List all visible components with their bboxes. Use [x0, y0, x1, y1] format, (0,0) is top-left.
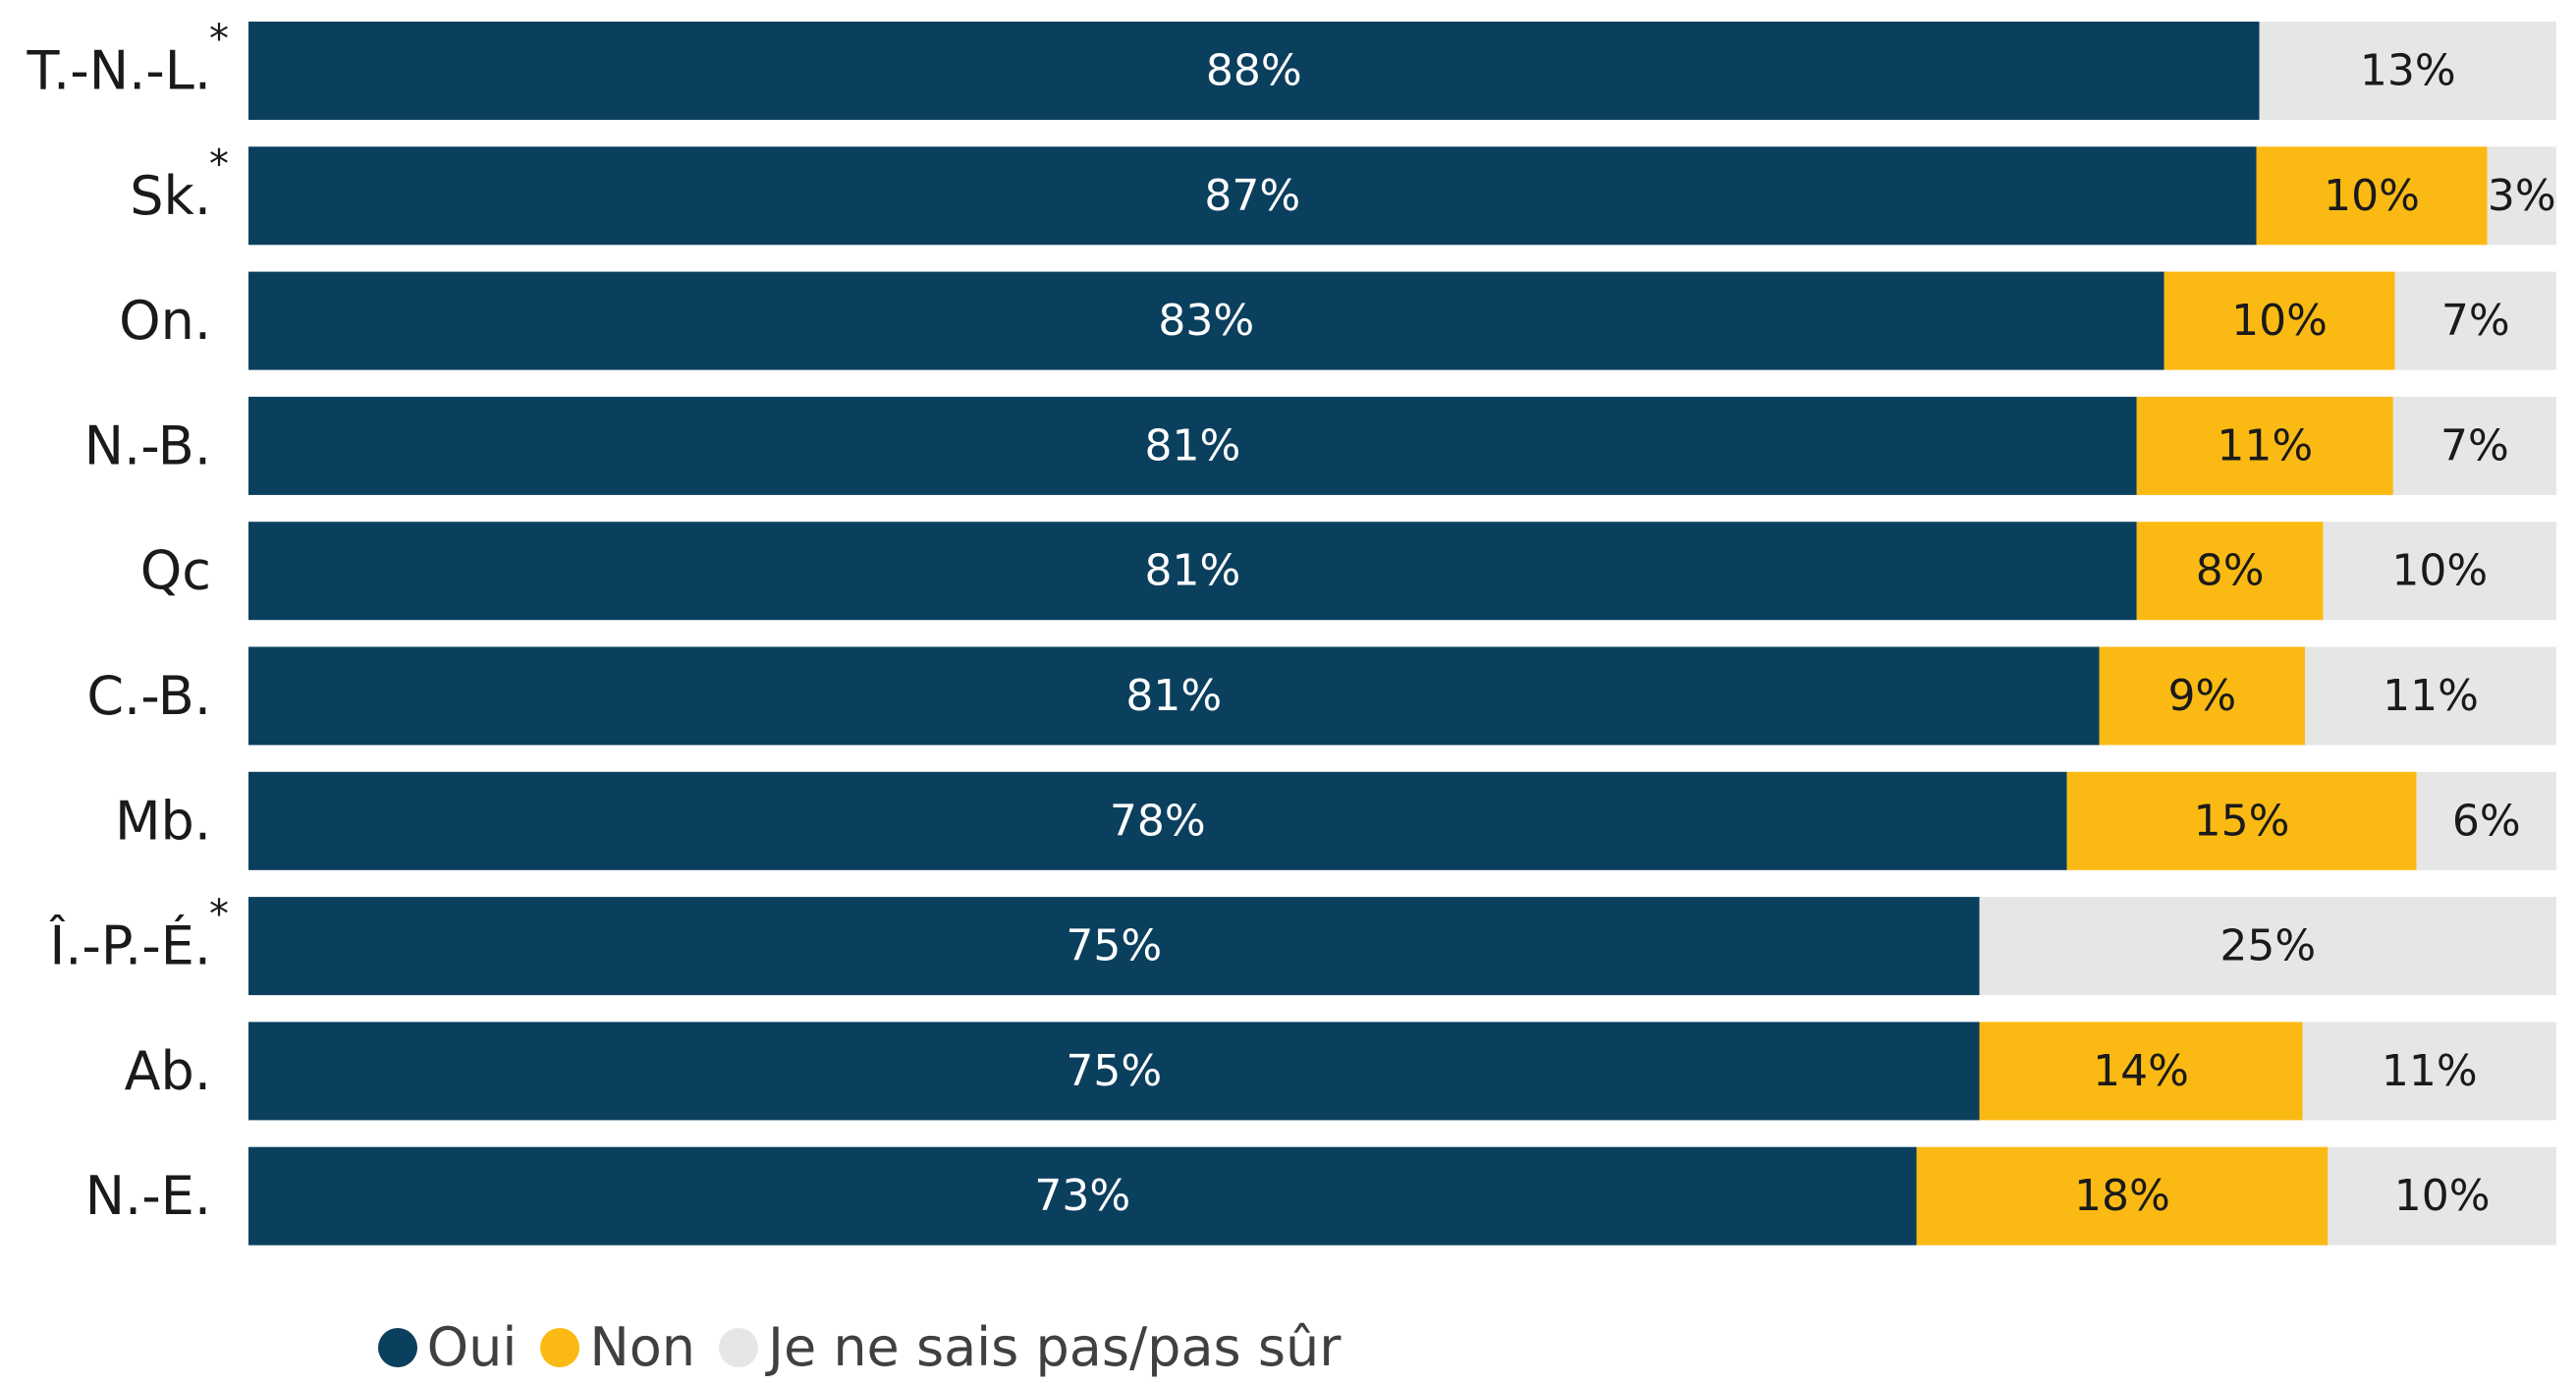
chart-legend: Oui Non Je ne sais pas/pas sûr: [0, 1316, 1719, 1378]
category-label: Mb.: [115, 790, 211, 852]
bar-segment-oui: [248, 897, 1980, 996]
bar-segment-non: [2136, 522, 2324, 621]
asterisk-marker: *: [209, 17, 229, 62]
bar-segment-oui: [248, 1146, 1917, 1246]
legend-label: Je ne sais pas/pas sûr: [768, 1316, 1342, 1378]
data-label: 81%: [1144, 420, 1240, 471]
data-label: 18%: [2074, 1171, 2170, 1221]
data-label: 81%: [1144, 546, 1240, 596]
data-label: 73%: [1034, 1171, 1130, 1221]
bar-segment-je-ne-sais-pas: [2328, 1146, 2556, 1246]
bar-segment-je-ne-sais-pas: [2323, 522, 2556, 621]
bar-segment-je-ne-sais-pas: [2302, 1022, 2556, 1121]
legend-item: Oui: [377, 1316, 518, 1378]
data-label: 11%: [2382, 1046, 2478, 1096]
data-label: 75%: [1066, 921, 1162, 971]
data-label: 11%: [2217, 420, 2313, 471]
data-label: 3%: [2488, 171, 2556, 221]
data-label: 11%: [2383, 671, 2479, 721]
data-label: 10%: [2391, 546, 2488, 596]
category-label: C.-B.: [86, 665, 211, 727]
data-label: 88%: [1206, 46, 1302, 96]
data-label: 13%: [2360, 46, 2456, 96]
category-label: N.-B.: [84, 415, 211, 476]
asterisk-marker: *: [209, 892, 229, 937]
data-label: 10%: [2231, 296, 2328, 346]
data-label: 7%: [2440, 420, 2509, 471]
data-label: 81%: [1125, 671, 1222, 721]
bar-segment-non: [1979, 1022, 2303, 1121]
bar-segment-oui: [248, 396, 2137, 495]
data-label: 10%: [2324, 171, 2420, 221]
bar-segment-je-ne-sais-pas: [2305, 646, 2556, 746]
legend-item: Je ne sais pas/pas sûr: [719, 1316, 1341, 1378]
data-label: 8%: [2196, 546, 2265, 596]
bar-segment-je-ne-sais-pas: [2416, 771, 2556, 870]
data-label: 10%: [2394, 1171, 2491, 1221]
bar-segment-oui: [248, 1022, 1980, 1121]
category-label: Ab.: [125, 1040, 211, 1102]
bar-segment-oui: [248, 646, 2100, 746]
asterisk-marker: *: [209, 141, 229, 187]
bar-segment-je-ne-sais-pas: [2487, 146, 2556, 246]
legend-swatch: [377, 1327, 417, 1367]
data-label: 78%: [1110, 796, 1206, 846]
category-label: Qc: [140, 540, 211, 602]
category-label: Î.-P.-É.: [48, 915, 211, 977]
legend-item: Non: [540, 1316, 695, 1378]
bar-segment-oui: [248, 271, 2165, 370]
bar-segment-je-ne-sais-pas: [1979, 897, 2556, 996]
data-label: 15%: [2194, 796, 2290, 846]
category-label: N.-E.: [85, 1165, 211, 1227]
bar-segment-oui: [248, 771, 2067, 870]
data-label: 75%: [1066, 1046, 1162, 1096]
legend-swatch: [719, 1327, 759, 1367]
data-label: 25%: [2220, 921, 2316, 971]
category-label: Sk.: [130, 165, 211, 227]
bar-segment-je-ne-sais-pas: [2394, 271, 2556, 370]
legend-label: Non: [589, 1316, 696, 1378]
data-label: 14%: [2093, 1046, 2189, 1096]
bar-segment-oui: [248, 522, 2137, 621]
bar-segment-non: [1916, 1146, 2329, 1246]
category-label: T.-N.-L.: [26, 40, 211, 102]
bar-segment-non: [2099, 646, 2306, 746]
bar-segment-je-ne-sais-pas: [2392, 396, 2556, 495]
legend-label: Oui: [426, 1316, 518, 1378]
bar-segment-non: [2256, 146, 2488, 246]
bar-segment-non: [2136, 396, 2393, 495]
bar-segment-non: [2164, 271, 2395, 370]
bar-segment-je-ne-sais-pas: [2259, 22, 2556, 120]
data-label: 87%: [1204, 171, 1300, 221]
legend-swatch: [540, 1327, 580, 1367]
data-label: 7%: [2441, 296, 2510, 346]
bar-segment-oui: [248, 22, 2260, 120]
category-label: On.: [119, 290, 211, 352]
data-label: 6%: [2452, 796, 2521, 846]
bar-segment-oui: [248, 146, 2257, 246]
data-label: 9%: [2167, 671, 2236, 721]
data-label: 83%: [1158, 296, 1254, 346]
bar-segment-non: [2066, 771, 2417, 870]
